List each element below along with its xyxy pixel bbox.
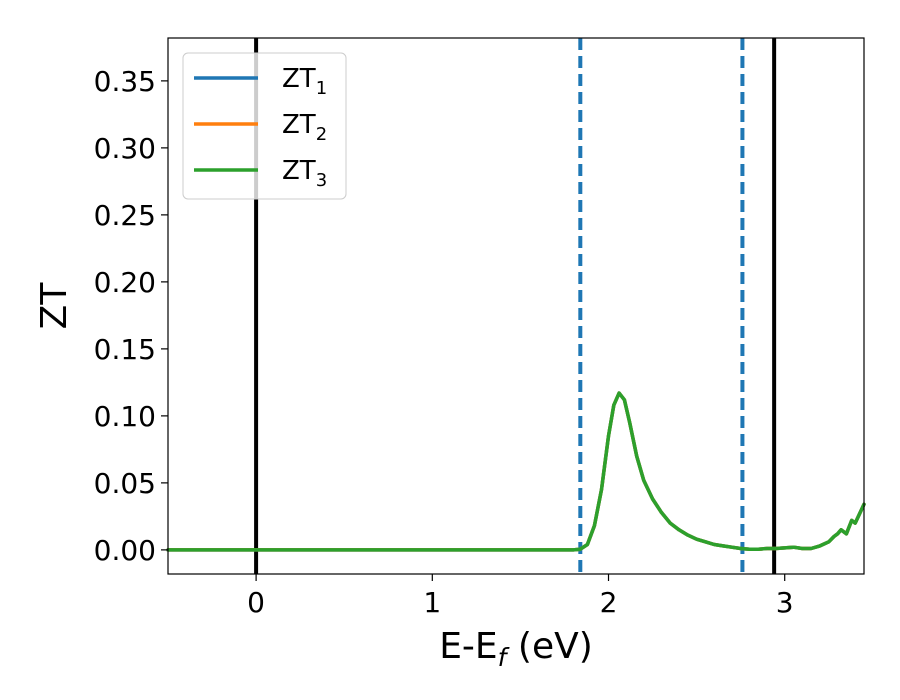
legend-label-zt2: ZT2 [282, 110, 327, 145]
legend-entries: ZT1 ZT2 ZT3 [194, 64, 327, 191]
x-axis-title: E-Ef (eV) [439, 626, 593, 672]
y-tick-label: 0.15 [94, 333, 156, 366]
x-axis-title-main: E-E [439, 626, 497, 667]
x-axis-ticks: 0 1 2 3 [247, 574, 794, 619]
series-line-zt3 [166, 391, 866, 552]
legend-box [182, 52, 347, 200]
legend-label-zt1: ZT1 [282, 64, 327, 99]
y-tick-label: 0.00 [94, 534, 156, 567]
y-tick-label: 0.05 [94, 467, 156, 500]
y-axis-title: ZT [34, 282, 75, 330]
x-tick-label: 0 [247, 586, 265, 619]
series-lines [166, 391, 866, 552]
legend-label-zt3: ZT3 [282, 156, 327, 191]
y-tick-label: 0.30 [94, 132, 156, 165]
y-tick-label: 0.10 [94, 400, 156, 433]
y-tick-label: 0.25 [94, 199, 156, 232]
x-tick-label: 3 [776, 586, 794, 619]
plot-frame [167, 37, 865, 575]
legend: ZT1 ZT2 ZT3 [182, 52, 347, 200]
y-tick-label: 0.20 [94, 266, 156, 299]
y-tick-label: 0.35 [94, 65, 156, 98]
x-tick-label: 2 [600, 586, 618, 619]
x-axis-title-unit: (eV) [506, 626, 592, 667]
x-tick-label: 1 [423, 586, 441, 619]
y-axis-ticks: 0.00 0.05 0.10 0.15 0.20 0.25 0.30 0.35 [94, 65, 168, 567]
